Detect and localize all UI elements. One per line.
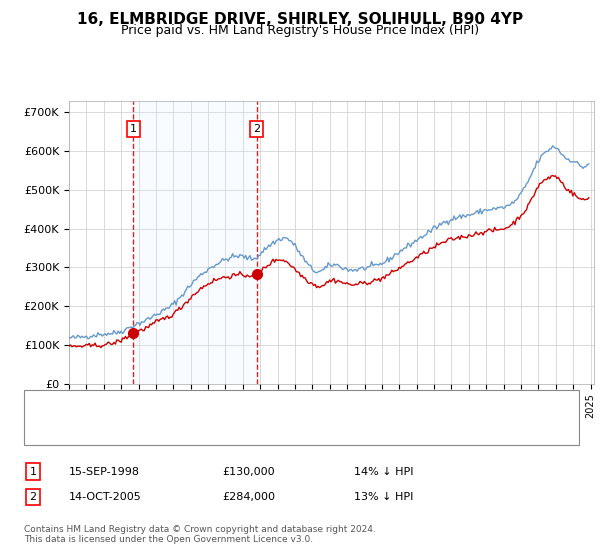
Text: 14-OCT-2005: 14-OCT-2005 <box>69 492 142 502</box>
Text: 1: 1 <box>29 466 37 477</box>
Bar <box>133 101 257 384</box>
Text: £284,000: £284,000 <box>222 492 275 502</box>
Text: 13% ↓ HPI: 13% ↓ HPI <box>354 492 413 502</box>
Text: HPI: Average price, detached house, Solihull: HPI: Average price, detached house, Soli… <box>72 426 303 435</box>
Text: Price paid vs. HM Land Registry's House Price Index (HPI): Price paid vs. HM Land Registry's House … <box>121 24 479 37</box>
Text: 2: 2 <box>29 492 37 502</box>
Text: 2: 2 <box>253 124 260 134</box>
Text: Contains HM Land Registry data © Crown copyright and database right 2024.
This d: Contains HM Land Registry data © Crown c… <box>24 525 376 544</box>
Text: 16, ELMBRIDGE DRIVE, SHIRLEY, SOLIHULL, B90 4YP: 16, ELMBRIDGE DRIVE, SHIRLEY, SOLIHULL, … <box>77 12 523 27</box>
Text: £130,000: £130,000 <box>222 466 275 477</box>
Text: 15-SEP-1998: 15-SEP-1998 <box>69 466 140 477</box>
Text: 1: 1 <box>130 124 137 134</box>
Text: 16, ELMBRIDGE DRIVE, SHIRLEY, SOLIHULL, B90 4YP (detached house): 16, ELMBRIDGE DRIVE, SHIRLEY, SOLIHULL, … <box>72 400 439 410</box>
Text: 14% ↓ HPI: 14% ↓ HPI <box>354 466 413 477</box>
